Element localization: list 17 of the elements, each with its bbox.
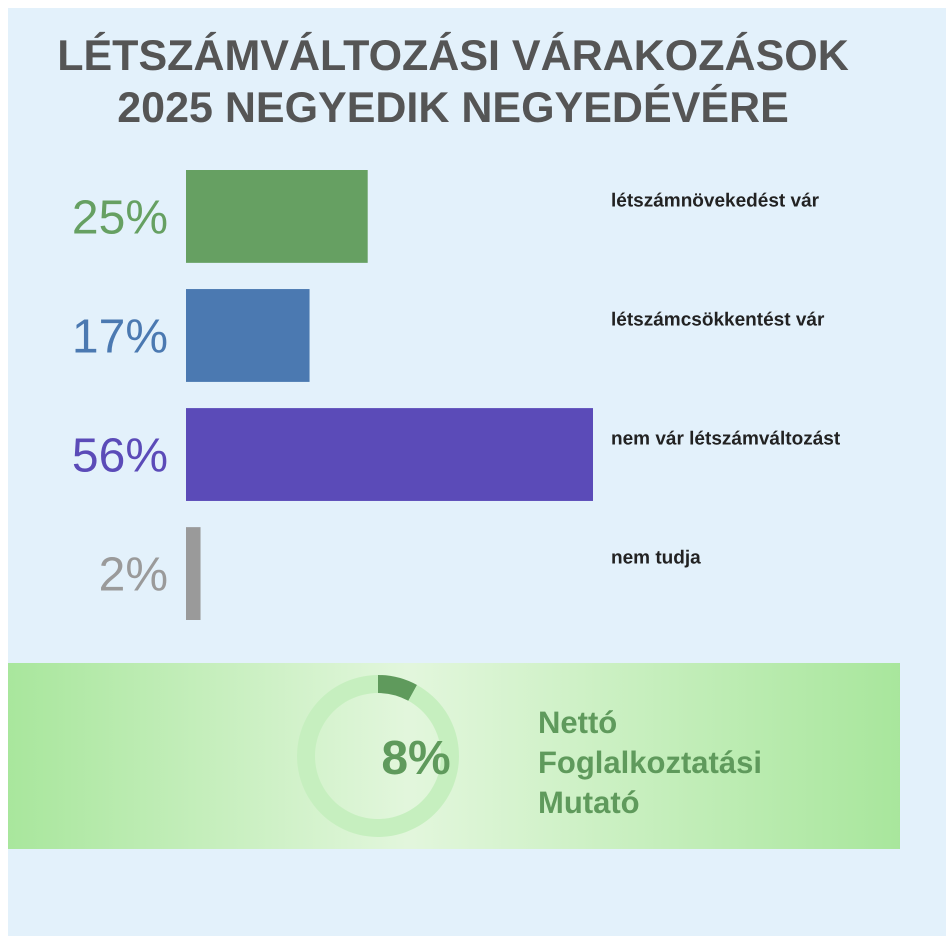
- y-tick-label: létszámnövekedést vár: [611, 190, 820, 212]
- bar: [186, 289, 310, 382]
- bar: [186, 170, 368, 263]
- chart-title: LÉTSZÁMVÁLTOZÁSI VÁRAKOZÁSOK 2025 NEGYEDIK NEGYEDÉVÉRE: [57, 31, 849, 132]
- y-tick-label: nem vár létszámváltozást: [611, 428, 841, 450]
- data-label: 56%: [72, 430, 168, 483]
- text: Nettó Foglalkoztatási Mutató: [538, 705, 762, 820]
- data-label: 2%: [98, 548, 168, 602]
- donut-slice: [378, 675, 418, 701]
- bar: [186, 527, 201, 620]
- donut-slice: [297, 675, 459, 837]
- bar: [186, 408, 593, 501]
- text: 8%: [381, 732, 451, 785]
- y-tick-label: létszámcsökkentést vár: [611, 309, 825, 330]
- y-tick-label: nem tudja: [611, 548, 702, 569]
- data-label: 17%: [72, 310, 168, 364]
- data-label: 25%: [72, 191, 168, 244]
